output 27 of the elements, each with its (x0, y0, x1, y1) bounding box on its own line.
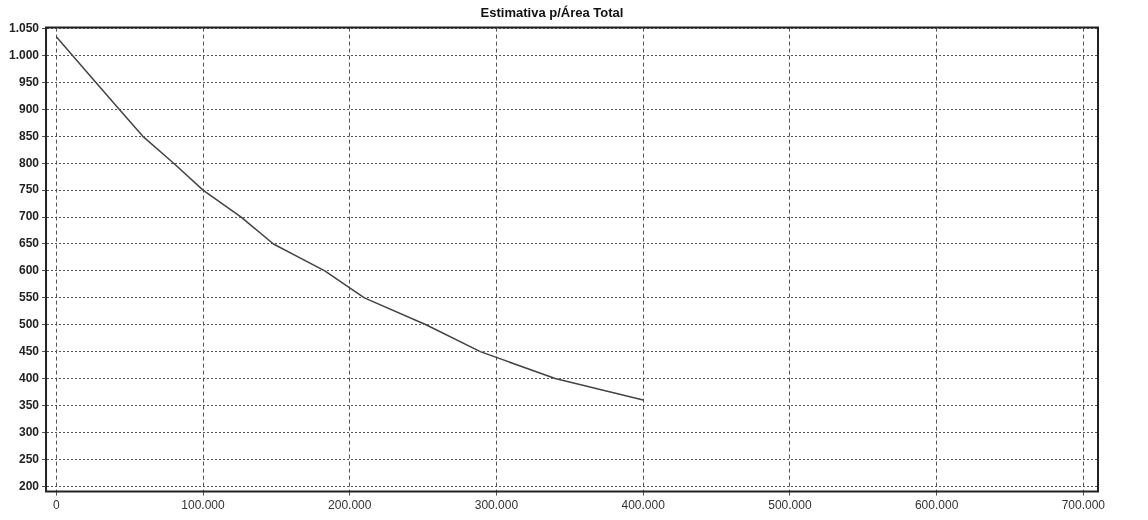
y-tick-label: 500 (19, 317, 40, 332)
y-tick-label: 550 (19, 290, 40, 305)
x-tick-label: 0 (52, 498, 60, 513)
y-tick-label: 200 (19, 478, 40, 493)
chart-title: Estimativa p/Área Total (480, 5, 624, 21)
y-tick-label: 600 (19, 263, 40, 278)
x-tick-label: 300.000 (474, 498, 519, 513)
y-tick-label: 900 (19, 101, 40, 116)
y-tick-label: 1.050 (9, 20, 40, 35)
x-tick-label: 500.000 (768, 498, 812, 513)
x-tick-label: 600.000 (914, 498, 959, 513)
x-tick-label: 100.000 (181, 498, 226, 513)
x-tick-label: 700.000 (1061, 498, 1106, 513)
y-tick-label: 1.000 (9, 47, 40, 62)
y-tick-label: 350 (19, 397, 40, 412)
y-tick-label: 950 (19, 74, 40, 89)
y-tick-label: 800 (19, 155, 40, 170)
y-tick-label: 450 (19, 343, 40, 358)
x-tick-label: 400.000 (621, 498, 666, 513)
x-tick-label: 200.000 (328, 498, 372, 513)
y-tick-label: 850 (19, 128, 40, 143)
y-tick-label: 300 (19, 424, 40, 439)
y-tick-label: 750 (19, 182, 40, 197)
y-tick-label: 400 (19, 370, 40, 385)
y-tick-label: 250 (19, 451, 40, 466)
y-tick-label: 650 (19, 236, 40, 251)
y-tick-label: 700 (19, 209, 40, 224)
